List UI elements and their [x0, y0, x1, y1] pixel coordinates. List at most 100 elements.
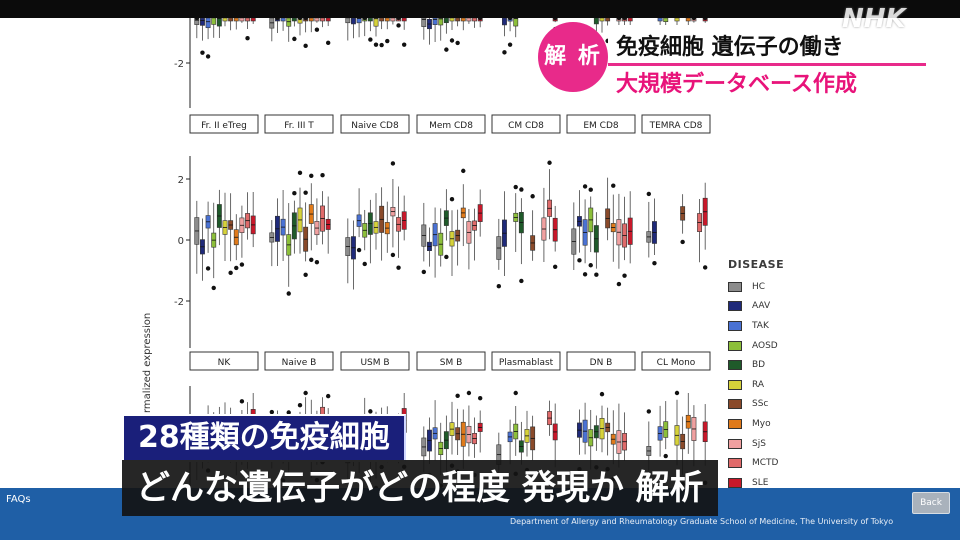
box: [286, 18, 292, 27]
legend-label: Myo: [752, 418, 771, 429]
facet-label: USM B: [360, 358, 389, 368]
legend-swatch: [728, 477, 742, 488]
legend-item: SSc: [728, 395, 784, 415]
box: [367, 18, 373, 22]
outlier-point: [368, 409, 373, 414]
box: [351, 18, 356, 25]
facet-strip: [566, 114, 636, 134]
facet-label: EM CD8: [583, 121, 619, 131]
legend-label: BD: [752, 360, 766, 371]
outlier-point: [588, 187, 593, 192]
legend-swatch: [728, 301, 742, 312]
box: [502, 18, 507, 26]
box: [245, 18, 250, 22]
outlier-point: [200, 50, 205, 55]
legend-title: DISEASE: [728, 258, 785, 271]
legend-swatch: [728, 399, 742, 410]
box: [443, 18, 449, 24]
box: [379, 18, 385, 22]
facet-strip: [264, 351, 334, 371]
outlier-point: [205, 266, 211, 271]
outlier-point: [507, 42, 513, 47]
box: [513, 18, 519, 27]
box: [228, 18, 234, 22]
outlier-point: [239, 399, 245, 404]
outlier-point: [303, 272, 308, 277]
news-category-badge: 解 析: [538, 22, 608, 92]
outlier-point: [663, 453, 668, 459]
facet-label: Fr. II eTreg: [201, 121, 247, 131]
box: [449, 18, 455, 22]
legend-item: MCTD: [728, 453, 784, 473]
outlier-point: [646, 191, 652, 197]
facet-label: SM B: [440, 358, 463, 368]
legend-item: AOSD: [728, 336, 784, 356]
outlier-point: [297, 18, 303, 21]
facet-strip: [189, 351, 259, 371]
outlier-point: [379, 42, 384, 48]
legend-label: TAK: [752, 320, 769, 331]
facet-strip: [566, 351, 636, 371]
outlier-point: [552, 264, 558, 269]
outlier-point: [396, 18, 401, 21]
box: [438, 18, 444, 26]
facet-strip: [416, 351, 486, 371]
box: [466, 18, 472, 22]
outlier-point: [674, 390, 680, 396]
legend-swatch: [728, 458, 742, 469]
outlier-point: [314, 27, 320, 32]
box: [222, 18, 228, 22]
box: [308, 18, 314, 22]
back-button[interactable]: Back: [912, 492, 950, 514]
outlier-point: [303, 190, 308, 195]
legend-swatch: [728, 438, 742, 449]
box: [297, 18, 303, 24]
outlier-point: [477, 18, 483, 21]
nhk-logo: NHK: [842, 4, 906, 34]
legend-item: TAK: [728, 316, 784, 336]
top-letterbox: [0, 0, 960, 18]
outlier-point: [390, 161, 396, 166]
legend-item: Myo: [728, 414, 784, 434]
box: [194, 18, 200, 25]
caption-line-1: 28種類の免疫細胞: [122, 414, 406, 462]
outlier-point: [513, 390, 518, 396]
box: [593, 18, 599, 25]
outlier-point: [582, 184, 588, 189]
legend-items: HC AAV TAK AOSD BD RA SSc Myo SjS MCTD SLE: [728, 277, 784, 493]
legend: DISEASE HC AAV TAK AOSD BD RA SSc Myo SjS MCTD SLE: [728, 258, 784, 493]
facet-strip: [416, 114, 486, 134]
outlier-point: [194, 18, 200, 21]
outlier-point: [303, 43, 308, 49]
legend-item: SLE: [728, 473, 784, 493]
legend-label: HC: [752, 281, 766, 292]
outlier-point: [356, 247, 362, 253]
outlier-point: [297, 403, 303, 408]
legend-label: RA: [752, 379, 765, 390]
outlier-point: [502, 50, 507, 55]
y-tick-label: -2: [174, 59, 184, 70]
box: [320, 18, 325, 22]
outlier-point: [368, 37, 373, 42]
outlier-point: [449, 197, 455, 202]
outlier-point: [622, 18, 627, 21]
legend-label: MCTD: [752, 458, 779, 469]
outlier-point: [547, 160, 552, 165]
legend-swatch: [728, 340, 742, 351]
legend-swatch: [728, 320, 742, 331]
faqs-link[interactable]: FAQs: [6, 494, 31, 505]
legend-label: SLE: [752, 477, 769, 488]
outlier-point: [373, 42, 379, 47]
facet-label: Naive B: [282, 358, 317, 368]
box: [250, 18, 256, 22]
outlier-point: [362, 261, 367, 267]
outlier-point: [616, 18, 622, 21]
outlier-point: [286, 291, 291, 296]
facet-label: DN B: [590, 358, 613, 368]
legend-item: BD: [728, 355, 784, 375]
facet-label: NK: [218, 358, 232, 368]
outlier-point: [519, 187, 524, 192]
outlier-point: [622, 273, 627, 278]
box: [216, 18, 222, 27]
outlier-point: [477, 395, 483, 401]
